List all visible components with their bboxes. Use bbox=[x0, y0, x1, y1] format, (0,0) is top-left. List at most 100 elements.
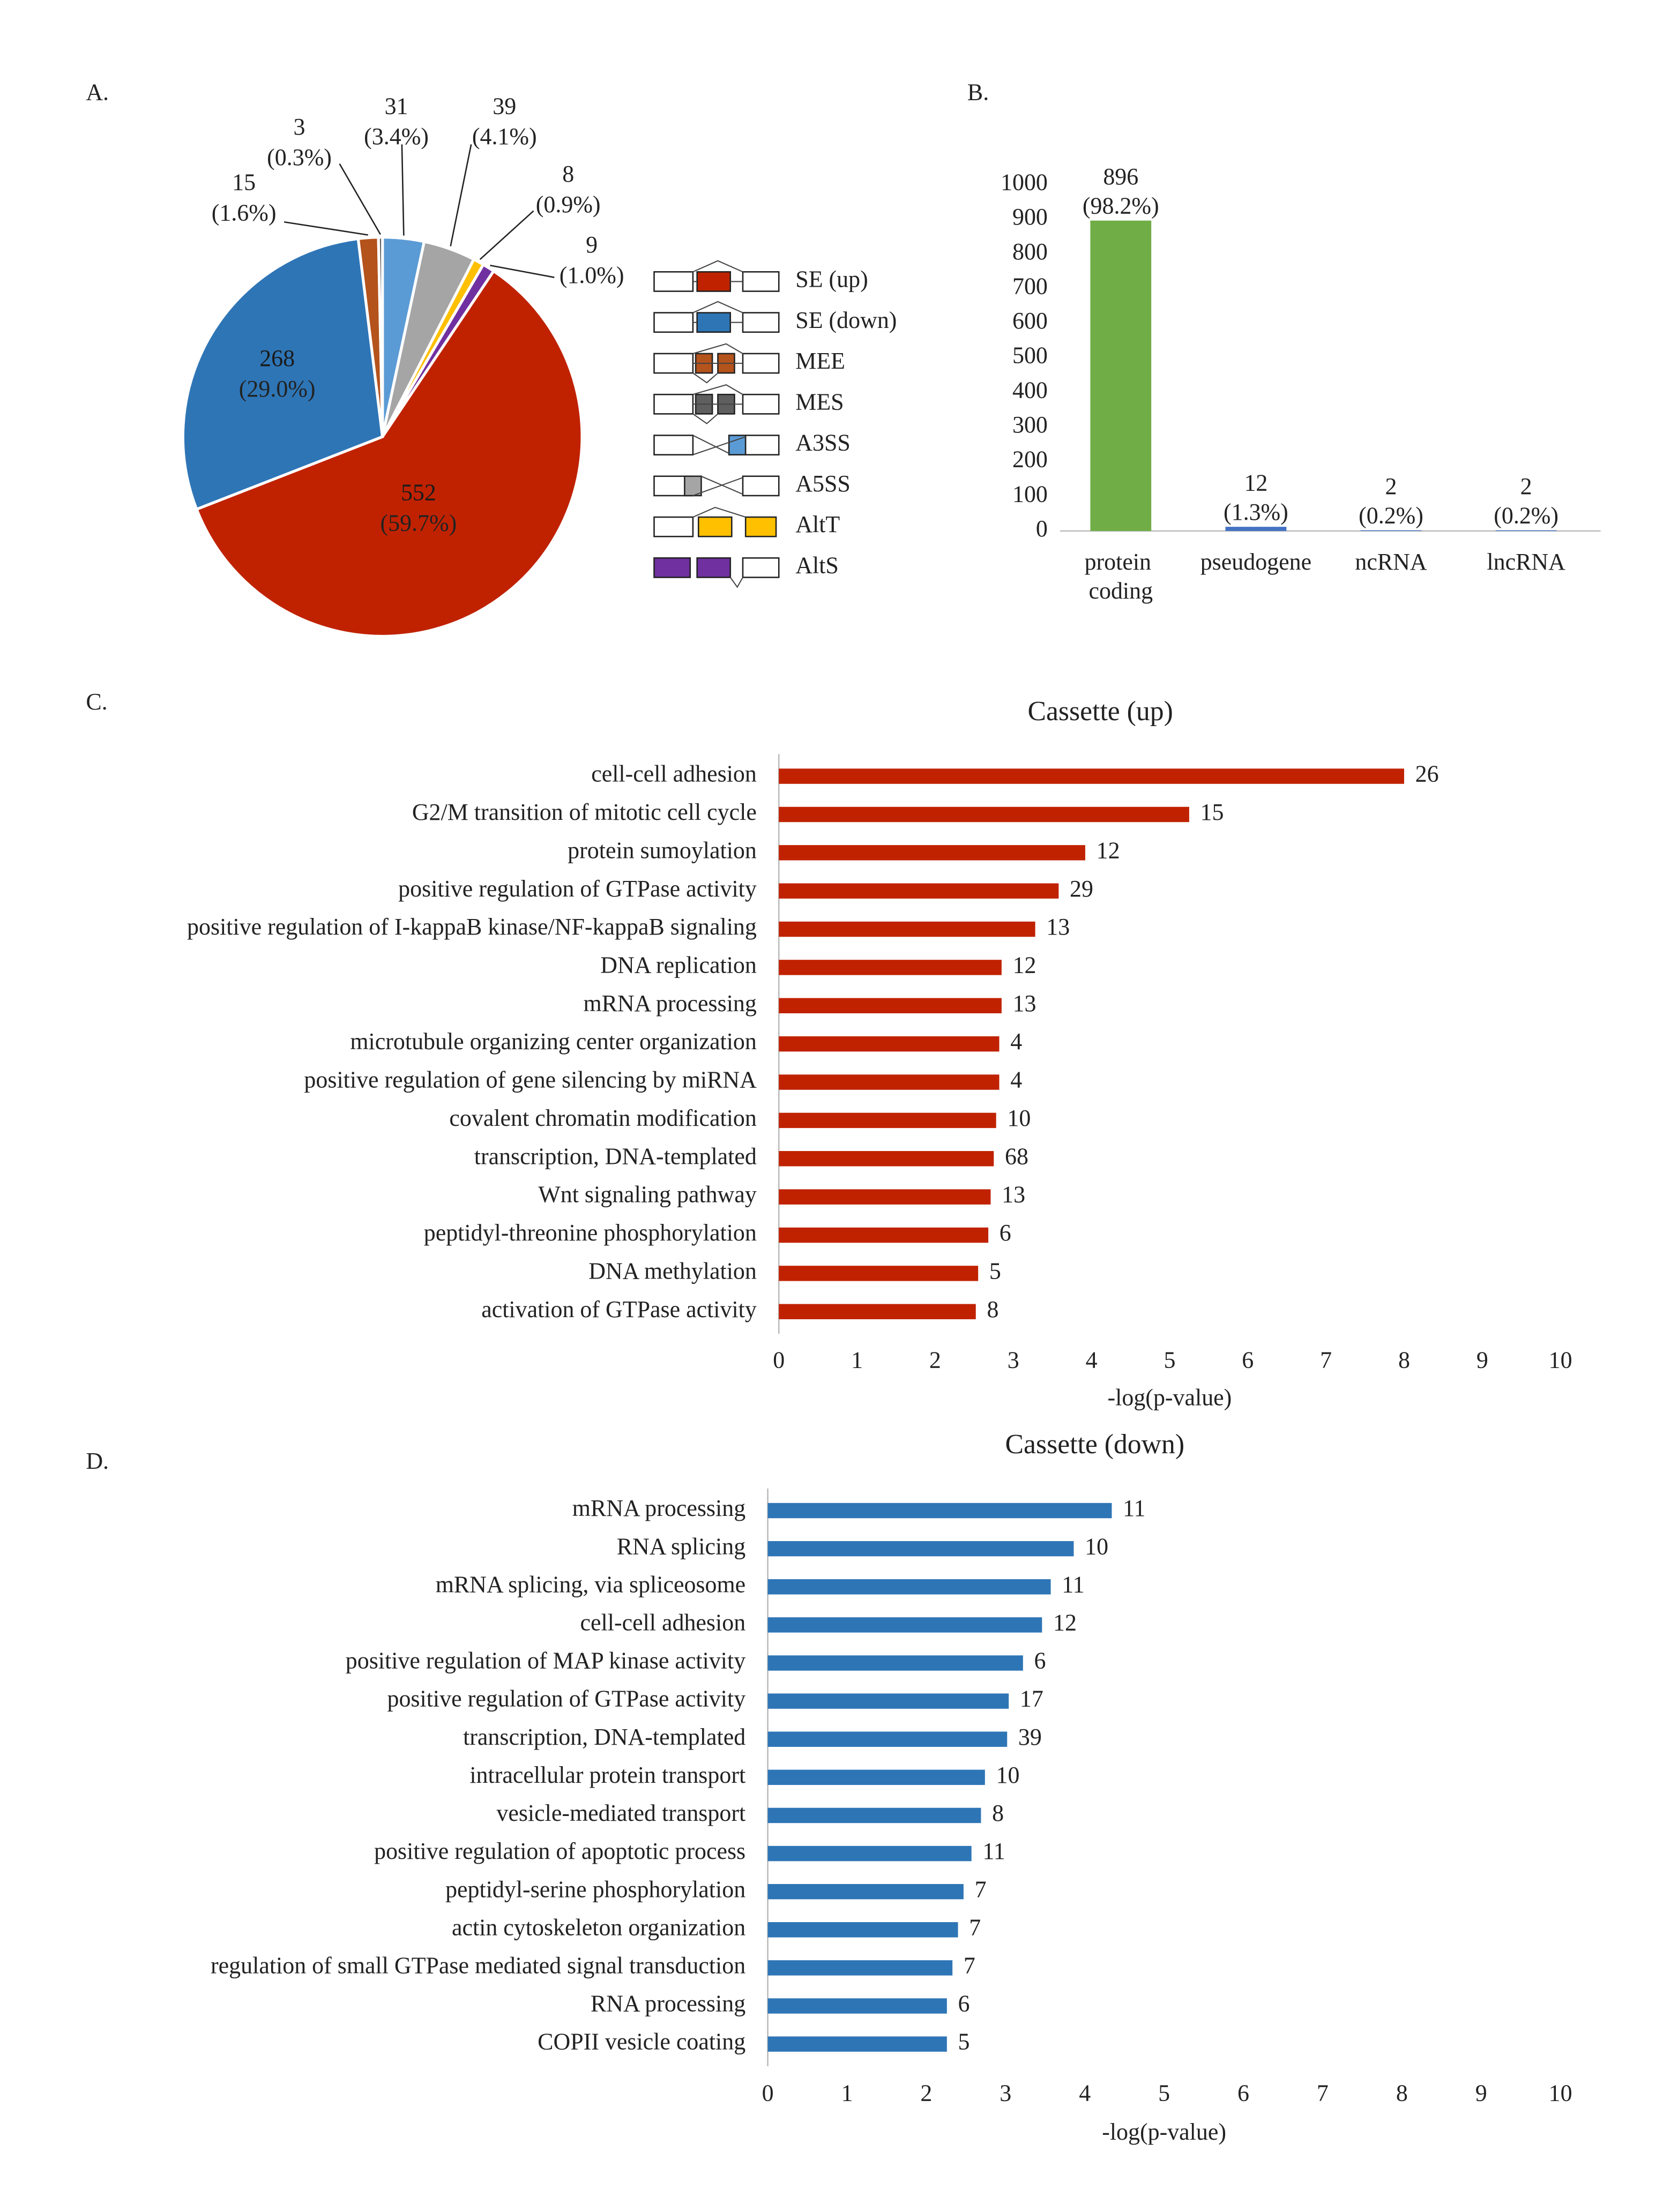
y-tick-label: DNA replication bbox=[600, 952, 757, 978]
x-tick-label: 7 bbox=[1320, 1347, 1332, 1373]
legend-icon bbox=[742, 475, 780, 497]
bar bbox=[767, 1960, 953, 1976]
data-label: (4.1%) bbox=[472, 123, 537, 150]
chart-title: Cassette (up) bbox=[1027, 696, 1173, 727]
bar bbox=[779, 960, 1002, 975]
y-tick-label: 500 bbox=[1012, 342, 1048, 369]
bar bbox=[767, 1769, 985, 1785]
data-label: 552 bbox=[401, 480, 436, 506]
data-label: (29.0%) bbox=[239, 376, 316, 402]
legend-icon bbox=[653, 557, 691, 578]
legend-item bbox=[653, 435, 780, 455]
bar bbox=[779, 806, 1189, 823]
legend-item bbox=[653, 557, 780, 588]
bar bbox=[767, 1693, 1009, 1709]
legend-label: AltT bbox=[795, 511, 840, 537]
x-tick-label: 2 bbox=[920, 2080, 932, 2106]
x-tick-label: 8 bbox=[1396, 2080, 1408, 2106]
legend-item bbox=[653, 301, 780, 333]
legend-icon bbox=[742, 271, 780, 292]
data-label: 5 bbox=[989, 1258, 1001, 1284]
y-tick-label: mRNA splicing, via spliceosome bbox=[436, 1571, 745, 1597]
bar bbox=[779, 1036, 1000, 1052]
data-label: 3 bbox=[294, 114, 305, 140]
bar bbox=[779, 998, 1002, 1014]
bar bbox=[779, 921, 1035, 937]
leader-line bbox=[479, 210, 534, 260]
data-label: 68 bbox=[1005, 1143, 1028, 1169]
x-axis-label: -log(p-value) bbox=[1102, 2119, 1226, 2145]
legend-icon bbox=[692, 436, 746, 455]
y-tick-label: 600 bbox=[1012, 308, 1048, 334]
bar bbox=[779, 1266, 979, 1281]
y-tick-label: intracellular protein transport bbox=[469, 1762, 745, 1788]
legend-icon bbox=[653, 393, 694, 415]
data-label: 6 bbox=[1000, 1220, 1011, 1246]
y-tick-label: mRNA processing bbox=[572, 1495, 745, 1521]
legend-icon bbox=[696, 312, 732, 333]
legend-item bbox=[653, 343, 780, 384]
legend-icon bbox=[697, 516, 733, 537]
legend-icon bbox=[692, 343, 743, 354]
x-tick-label: protein coding bbox=[1085, 549, 1157, 604]
legend-icon bbox=[692, 372, 719, 384]
data-label: 7 bbox=[969, 1914, 981, 1940]
y-tick-label: positive regulation of MAP kinase activi… bbox=[346, 1648, 745, 1674]
data-label: 11 bbox=[1062, 1571, 1084, 1597]
bar bbox=[779, 845, 1085, 861]
data-label: 268 bbox=[259, 345, 295, 371]
legend-icon bbox=[653, 271, 694, 292]
x-tick-label: 2 bbox=[929, 1347, 941, 1373]
panel-label: C. bbox=[86, 689, 107, 715]
y-tick-label: vesicle-mediated transport bbox=[496, 1800, 745, 1826]
bar bbox=[779, 768, 1404, 784]
legend-icon bbox=[653, 435, 694, 455]
data-label: 8 bbox=[987, 1296, 998, 1322]
legend-label: SE (up) bbox=[795, 266, 868, 293]
y-tick-label: 1000 bbox=[1001, 169, 1048, 196]
legend-icon bbox=[684, 475, 702, 497]
x-tick-label: 9 bbox=[1475, 2080, 1487, 2106]
panel-label: A. bbox=[86, 79, 109, 105]
data-label: (0.2%) bbox=[1359, 502, 1423, 528]
legend-item bbox=[653, 506, 777, 537]
bar bbox=[1090, 220, 1152, 531]
y-tick-label: positive regulation of I-kappaB kinase/N… bbox=[187, 914, 757, 940]
bar bbox=[767, 1731, 1008, 1747]
leader-line bbox=[284, 221, 368, 236]
legend-icon bbox=[692, 435, 729, 454]
y-tick-label: regulation of small GTPase mediated sign… bbox=[211, 1952, 745, 1978]
x-tick-label: 1 bbox=[851, 1347, 863, 1373]
data-label: 2 bbox=[1385, 473, 1397, 499]
legend-label: MEE bbox=[795, 348, 845, 374]
data-label: (1.0%) bbox=[560, 262, 624, 288]
legend-label: A3SS bbox=[795, 430, 851, 456]
legend-icon bbox=[728, 435, 747, 455]
data-label: 4 bbox=[1010, 1067, 1022, 1093]
x-tick-label: 0 bbox=[762, 2080, 774, 2106]
data-label: 10 bbox=[1007, 1105, 1031, 1131]
bar bbox=[767, 1998, 947, 2014]
y-tick-label: positive regulation of gene silencing by… bbox=[304, 1067, 757, 1093]
bar bbox=[767, 1922, 958, 1938]
y-tick-label: covalent chromatin modification bbox=[449, 1105, 756, 1131]
y-tick-label: positive regulation of apoptotic process bbox=[374, 1838, 745, 1864]
y-tick-label: transcription, DNA-templated bbox=[463, 1724, 745, 1750]
data-label: 12 bbox=[1053, 1609, 1077, 1635]
leader-line bbox=[450, 144, 472, 246]
legend-item bbox=[653, 384, 780, 424]
data-label: 12 bbox=[1244, 470, 1267, 496]
bar bbox=[767, 1884, 964, 1900]
legend-icon bbox=[742, 312, 780, 333]
y-tick-label: protein sumoylation bbox=[568, 837, 757, 863]
panel-label: B. bbox=[967, 79, 989, 105]
y-tick-label: microtubule organizing center organizati… bbox=[350, 1028, 757, 1055]
bar bbox=[779, 1074, 1000, 1090]
data-label: (0.9%) bbox=[536, 191, 601, 218]
data-label: 10 bbox=[996, 1762, 1020, 1788]
legend-icon bbox=[653, 516, 694, 537]
y-tick-label: peptidyl-serine phosphorylation bbox=[445, 1876, 745, 1902]
bar bbox=[767, 2036, 947, 2052]
data-label: 7 bbox=[975, 1876, 987, 1902]
